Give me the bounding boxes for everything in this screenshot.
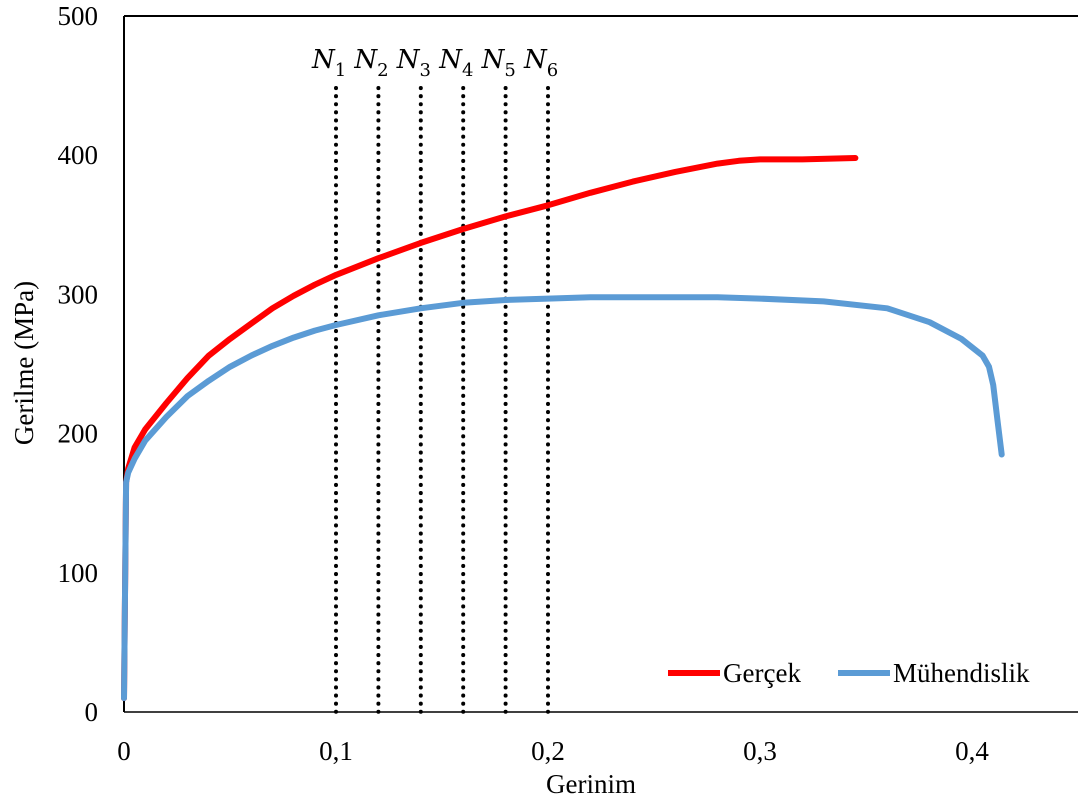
marker-label: N3 bbox=[396, 45, 431, 81]
series-group bbox=[121, 155, 1005, 702]
marker-label: N5 bbox=[481, 45, 516, 81]
x-tick-label: 0,3 bbox=[743, 736, 777, 766]
x-tick-label: 0,4 bbox=[955, 736, 989, 766]
legend: Gerçek Mühendislik bbox=[668, 658, 1030, 688]
marker-letter: N bbox=[353, 45, 378, 75]
y-tick-label: 0 bbox=[85, 697, 99, 727]
y-tick-labels: 0 100 200 300 400 500 bbox=[58, 1, 99, 727]
x-tick-label: 0,1 bbox=[319, 736, 353, 766]
marker-label: N1 bbox=[311, 45, 346, 81]
marker-label: N6 bbox=[523, 45, 558, 81]
marker-subscript: 2 bbox=[377, 60, 388, 81]
series-line bbox=[121, 294, 1005, 702]
marker-subscript: 4 bbox=[462, 60, 473, 81]
y-tick-label: 400 bbox=[58, 140, 99, 170]
x-axis-title: Gerinim bbox=[546, 769, 636, 799]
vertical-marker-lines: N1 N2 N3 N4 N5 N6 bbox=[311, 45, 558, 714]
marker-letter: N bbox=[311, 45, 336, 75]
y-tick-label: 100 bbox=[58, 558, 99, 588]
plot-area bbox=[123, 15, 1078, 713]
marker-subscript: 6 bbox=[547, 60, 558, 81]
x-tick-label: 0 bbox=[117, 736, 131, 766]
marker-label: N2 bbox=[353, 45, 388, 81]
marker-label: N4 bbox=[438, 45, 473, 81]
marker-letter: N bbox=[438, 45, 463, 75]
marker-letter: N bbox=[481, 45, 506, 75]
y-tick-label: 500 bbox=[58, 1, 99, 31]
marker-subscript: 3 bbox=[420, 60, 431, 81]
y-tick-label: 300 bbox=[58, 279, 99, 309]
y-tick-label: 200 bbox=[58, 419, 99, 449]
x-tick-labels: 0 0,1 0,2 0,3 0,4 bbox=[117, 736, 989, 766]
marker-letter: N bbox=[523, 45, 548, 75]
series-line bbox=[121, 155, 859, 702]
x-tick-label: 0,2 bbox=[531, 736, 565, 766]
marker-subscript: 5 bbox=[504, 60, 515, 81]
marker-letter: N bbox=[396, 45, 421, 75]
legend-label: Mühendislik bbox=[893, 658, 1030, 688]
marker-subscript: 1 bbox=[335, 60, 346, 81]
legend-label: Gerçek bbox=[723, 658, 801, 688]
y-axis-title: Gerilme (MPa) bbox=[9, 281, 39, 445]
